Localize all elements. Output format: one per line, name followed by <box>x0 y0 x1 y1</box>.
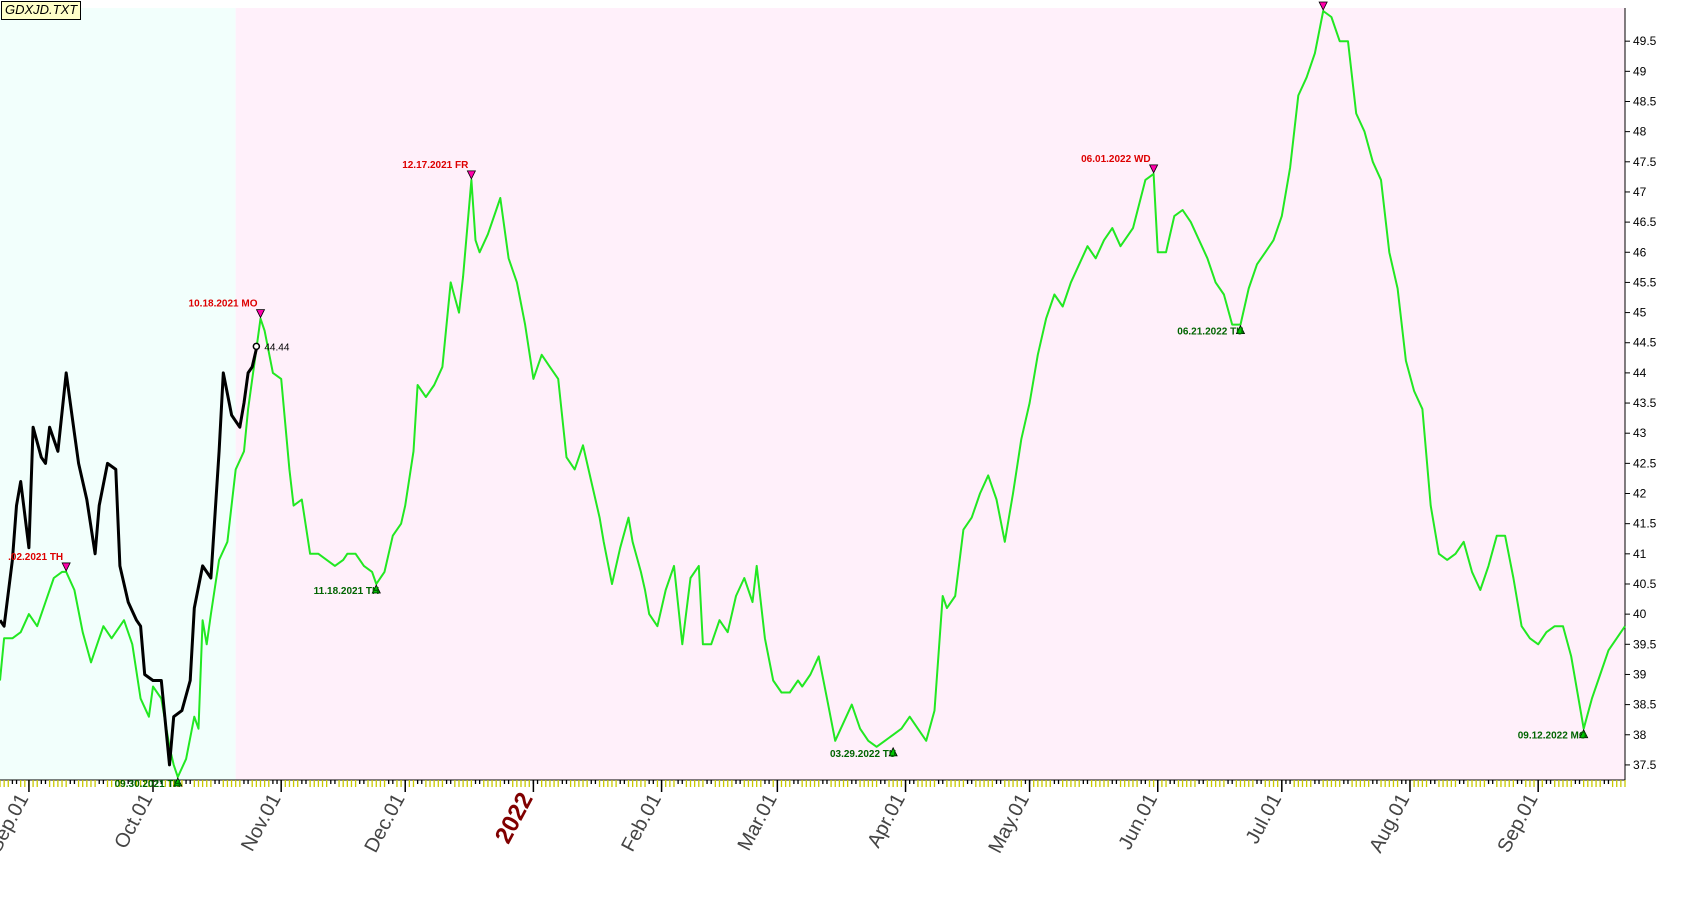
high-label: .02.2021 TH <box>8 552 63 563</box>
y-tick-label: 47 <box>1633 185 1647 199</box>
y-tick-label: 40.5 <box>1633 577 1657 591</box>
x-tick-label: Oct.01 <box>110 790 157 852</box>
y-tick-label: 38.5 <box>1633 698 1657 712</box>
low-label: 09.12.2022 MO <box>1518 731 1587 742</box>
high-marker <box>1148 164 1159 174</box>
y-tick-label: 44 <box>1633 366 1647 380</box>
y-tick-label: 42 <box>1633 487 1647 501</box>
high-marker <box>466 170 477 180</box>
low-marker <box>1235 324 1246 335</box>
x-tick-label: Feb.01 <box>617 790 666 855</box>
low-label: 11.18.2021 TH <box>314 586 380 597</box>
high-marker <box>1318 1 1328 11</box>
high-label: 12.17.2021 FR <box>402 160 469 171</box>
y-tick-label: 41 <box>1633 547 1647 561</box>
high-label: 06.01.2022 WD <box>1081 154 1151 165</box>
x-tick-label: Jun.01 <box>1115 790 1163 853</box>
x-year-label: 2022 <box>490 788 539 848</box>
high-marker <box>255 309 266 319</box>
y-tick-label: 39 <box>1633 667 1647 681</box>
y-tick-label: 42.5 <box>1633 456 1657 470</box>
low-label: 06.21.2022 TU <box>1177 327 1243 338</box>
chart-background-regions <box>0 8 1626 780</box>
y-tick-label: 43.5 <box>1633 396 1657 410</box>
file-name-label: GDXJD.TXT <box>1 1 82 20</box>
y-tick-label: 43 <box>1633 426 1647 440</box>
x-tick-label: Sep.01 <box>0 790 33 856</box>
low-marker <box>173 777 183 787</box>
x-tick-label: Sep.01 <box>1493 790 1542 856</box>
y-tick-label: 49.5 <box>1633 34 1657 48</box>
y-tick-label: 45 <box>1633 306 1647 320</box>
background-region-0 <box>0 8 236 780</box>
last-value-label: 44.44 <box>264 342 289 353</box>
low-marker <box>888 746 898 757</box>
y-tick-label: 49 <box>1633 64 1647 78</box>
y-tick-label: 41.5 <box>1633 517 1657 531</box>
y-tick-label: 46 <box>1633 245 1647 259</box>
y-tick-label: 45.5 <box>1633 275 1657 289</box>
x-tick-label: Mar.01 <box>734 790 782 854</box>
y-tick-label: 46.5 <box>1633 215 1657 229</box>
background-region-1 <box>235 8 1626 780</box>
y-tick-label: 38 <box>1633 728 1647 742</box>
y-tick-label: 40 <box>1633 607 1647 621</box>
last-value-marker <box>252 342 261 351</box>
price-series: 44.44 <box>0 10 1626 778</box>
x-tick-label: Dec.01 <box>360 790 409 856</box>
low-label: 03.29.2022 TU <box>830 749 896 760</box>
low-label: 09.30.2021 TH <box>115 779 181 790</box>
x-tick-label: Aug.01 <box>1365 790 1414 856</box>
x-axis: Sep.01 Oct.01 Nov.01 Dec.01 2022 Feb.01 Mar.01… <box>0 780 1626 857</box>
high-marker <box>61 562 71 572</box>
high-label: 07.11.2022 MO <box>1252 0 1321 2</box>
y-tick-label: 47.5 <box>1633 155 1657 169</box>
low-marker <box>1579 728 1589 739</box>
high-label: 10.18.2021 MO <box>189 299 258 310</box>
y-tick-label: 39.5 <box>1633 637 1657 651</box>
x-tick-label: Nov.01 <box>237 790 285 855</box>
x-tick-label: May.01 <box>984 790 1034 857</box>
y-tick-label: 48 <box>1633 125 1647 139</box>
x-tick-label: Apr.01 <box>863 790 910 851</box>
low-marker <box>371 584 381 594</box>
axis-frame <box>0 8 1626 781</box>
y-tick-label: 48.5 <box>1633 94 1657 108</box>
x-tick-label: Jul.01 <box>1242 790 1286 847</box>
series-line-1 <box>0 348 258 767</box>
y-tick-label: 44.5 <box>1633 336 1657 350</box>
pivot-annotations: .02.2021 TH 09.30.2021 TH 10.18.2021 MO 11.… <box>8 0 1589 790</box>
y-axis: 37.5 38 38.5 39 39.5 40 40.5 41 41.5 42 42.5 43 43.5… <box>1625 34 1657 772</box>
series-line-0 <box>0 10 1626 778</box>
y-tick-label: 37.5 <box>1633 758 1657 772</box>
